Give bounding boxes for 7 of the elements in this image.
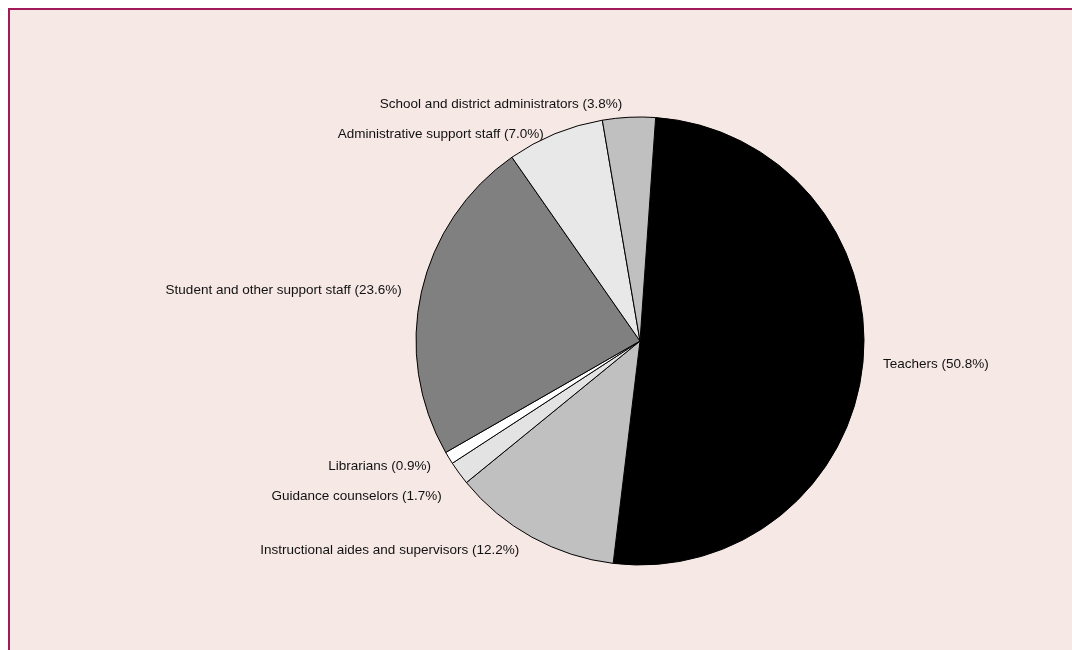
slice-label: Teachers (50.8%) <box>882 356 989 372</box>
slice-label: Instructional aides and supervisors (12.2%) <box>260 542 520 558</box>
slice-label: Librarians (0.9%) <box>328 457 431 473</box>
slice-label: School and district administrators (3.8%) <box>379 96 623 112</box>
slice-label: Administrative support staff (7.0%) <box>337 126 544 142</box>
slice-label: Student and other support staff (23.6%) <box>165 281 402 297</box>
slice-label: Guidance counselors (1.7%) <box>271 487 442 503</box>
